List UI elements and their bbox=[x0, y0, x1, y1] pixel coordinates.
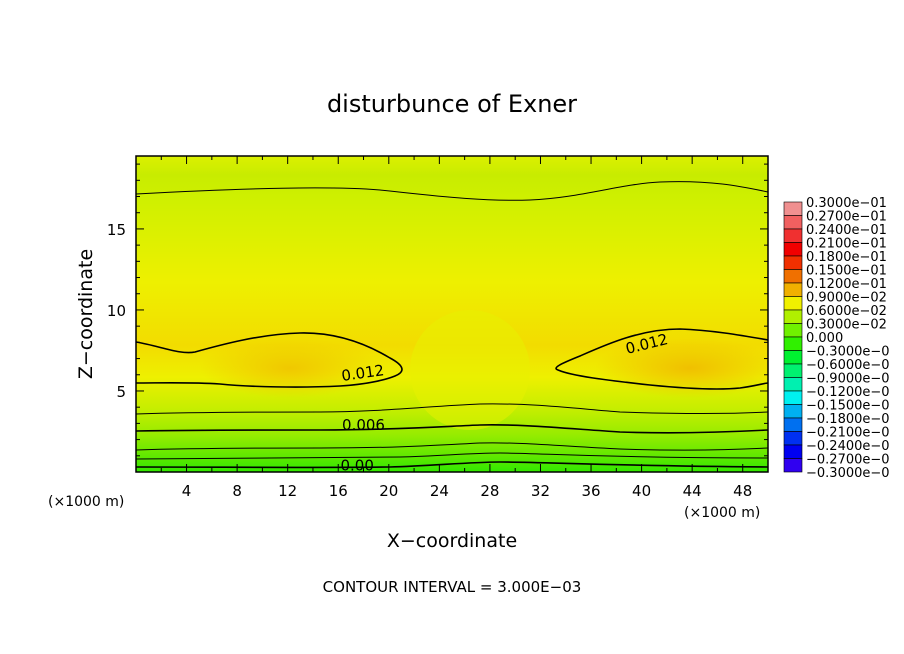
colorbar-label: 0.6000e−02 bbox=[806, 304, 887, 319]
colorbar-swatch bbox=[783, 377, 803, 392]
colorbar-swatch bbox=[783, 390, 803, 405]
field-gap-center bbox=[410, 310, 530, 430]
colorbar-swatch bbox=[783, 444, 803, 459]
colorbar-swatch bbox=[783, 269, 803, 284]
colorbar-swatch bbox=[783, 215, 803, 230]
y-axis-label: Z−coordinate bbox=[75, 249, 97, 379]
plot-frame bbox=[135, 155, 769, 473]
x-tick-label: 8 bbox=[232, 482, 242, 500]
colorbar-swatch bbox=[783, 458, 803, 473]
colorbar-swatch bbox=[783, 309, 803, 324]
colorbar-label: 0.2100e−01 bbox=[806, 237, 887, 252]
x-tick-label: 4 bbox=[182, 482, 192, 500]
contour-lower-3 bbox=[136, 452, 768, 460]
contour-0012-right bbox=[555, 328, 768, 390]
colorbar-label: −0.2100e−0 bbox=[806, 426, 890, 441]
colorbar-swatch bbox=[783, 228, 803, 243]
colorbar-swatch bbox=[783, 431, 803, 446]
y-tick-label: 15 bbox=[107, 221, 126, 239]
x-tick-label: 20 bbox=[379, 482, 398, 500]
colorbar-swatch bbox=[783, 350, 803, 365]
x-tick-label: 16 bbox=[329, 482, 348, 500]
x-axis-label: X−coordinate bbox=[387, 530, 517, 552]
x-tick-label: 48 bbox=[733, 482, 752, 500]
colorbar-label: 0.1500e−01 bbox=[806, 264, 887, 279]
colorbar-swatch bbox=[783, 255, 803, 270]
colorbar-label: −0.2700e−0 bbox=[806, 453, 890, 468]
colorbar-swatch bbox=[783, 282, 803, 297]
colorbar-swatch bbox=[783, 336, 803, 351]
x-tick-label: 28 bbox=[480, 482, 499, 500]
colorbar-swatch bbox=[783, 242, 803, 257]
x-tick-label: 12 bbox=[278, 482, 297, 500]
x-unit-left: (×1000 m) bbox=[48, 494, 124, 510]
field-maximum-left bbox=[200, 338, 380, 398]
colorbar-label: −0.1200e−0 bbox=[806, 385, 890, 400]
colorbar-label: 0.1800e−01 bbox=[806, 250, 887, 265]
contour-interval-note: CONTOUR INTERVAL = 3.000E−03 bbox=[323, 578, 582, 596]
colorbar-label: −0.3000e−0 bbox=[806, 345, 890, 360]
contour-lines bbox=[136, 181, 768, 469]
x-tick-label: 36 bbox=[581, 482, 600, 500]
colorbar-label: 0.000 bbox=[806, 331, 843, 346]
x-tick-label: 24 bbox=[430, 482, 449, 500]
colorbar-swatch bbox=[783, 201, 803, 216]
x-tick-label: 44 bbox=[683, 482, 702, 500]
colorbar-label: −0.6000e−0 bbox=[806, 358, 890, 373]
contour-0000 bbox=[136, 461, 768, 469]
y-tick-label: 10 bbox=[107, 302, 126, 320]
field-maximum-right bbox=[595, 338, 768, 398]
x-unit-right: (×1000 m) bbox=[684, 505, 760, 521]
contour-0012-left bbox=[136, 332, 403, 388]
colorbar-label: −0.2400e−0 bbox=[806, 439, 890, 454]
colorbar-swatch bbox=[783, 296, 803, 311]
colorbar: 0.3000e−010.2700e−010.2400e−010.2100e−01… bbox=[783, 196, 890, 481]
colorbar-swatch bbox=[783, 404, 803, 419]
contour-lower-2 bbox=[136, 442, 768, 451]
colorbar-label: −0.9000e−0 bbox=[806, 372, 890, 387]
colorbar-swatch bbox=[783, 323, 803, 338]
colorbar-label: 0.9000e−02 bbox=[806, 291, 887, 306]
colorbar-label: −0.1800e−0 bbox=[806, 412, 890, 427]
colorbar-label: −0.1500e−0 bbox=[806, 399, 890, 414]
colorbar-label: 0.2400e−01 bbox=[806, 223, 887, 238]
colorbar-label: 0.2700e−01 bbox=[806, 210, 887, 225]
colorbar-label: 0.1200e−01 bbox=[806, 277, 887, 292]
colorbar-label: 0.3000e−02 bbox=[806, 318, 887, 333]
contour-label: 0.006 bbox=[342, 416, 385, 434]
contour-upper bbox=[136, 181, 768, 201]
x-tick-label: 40 bbox=[632, 482, 651, 500]
chart-title: disturbunce of Exner bbox=[327, 90, 577, 118]
x-tick-label: 32 bbox=[531, 482, 550, 500]
colorbar-label: 0.3000e−01 bbox=[806, 196, 887, 211]
y-tick-label: 5 bbox=[116, 383, 126, 401]
contour-label: 0.00 bbox=[340, 456, 373, 474]
contour-0006 bbox=[136, 424, 768, 434]
colorbar-swatch bbox=[783, 363, 803, 378]
contour-lower-1 bbox=[136, 403, 768, 415]
colorbar-swatch bbox=[783, 417, 803, 432]
colorbar-label: −0.3000e−0 bbox=[806, 466, 890, 481]
contour-label: 0.012 bbox=[340, 361, 385, 385]
